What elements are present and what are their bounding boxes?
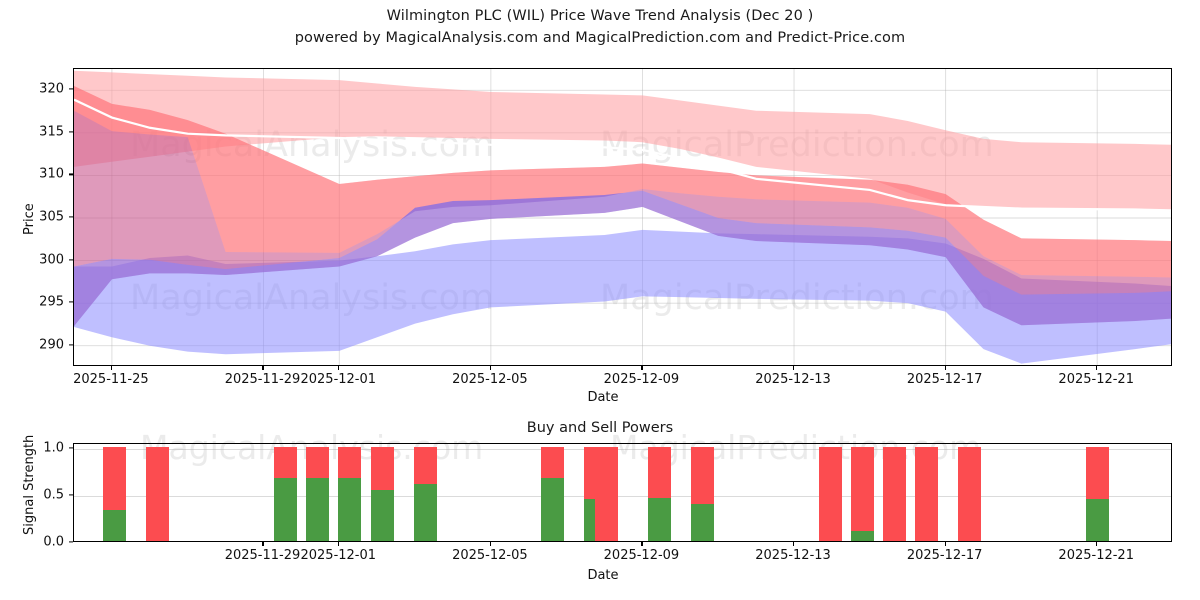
buy-power-bar[interactable] (850, 530, 874, 541)
signal-x-tick-mark (489, 542, 492, 546)
price-x-tick-label: 2025-12-21 (1058, 372, 1134, 387)
price-x-tick-label: 2025-11-25 (73, 372, 149, 387)
signal-x-tick-mark (338, 542, 340, 546)
band-bearish-wave-upper- (74, 190, 1171, 327)
signal-x-tick-label: 2025-12-17 (906, 548, 983, 563)
chart-title: Wilmington PLC (WIL) Price Wave Trend An… (386, 8, 814, 24)
sell-power-bar[interactable] (850, 446, 874, 531)
buy-power-bar[interactable] (273, 477, 297, 541)
buy-power-bar[interactable] (305, 477, 329, 541)
signal-x-tick-label: 2025-12-05 (452, 548, 528, 563)
sell-power-bar[interactable] (1085, 446, 1109, 499)
price-y-tick-label: 295 (39, 294, 64, 310)
signal-x-tick-label: 2025-12-09 (603, 548, 680, 563)
sell-power-bar[interactable] (957, 446, 981, 541)
sell-power-bar[interactable] (370, 446, 394, 491)
chart-subtitle: powered by MagicalAnalysis.com and Magic… (294, 30, 906, 46)
signal-x-tick-label: 2025-12-21 (1058, 548, 1134, 563)
signal-y-tick-mark (69, 494, 73, 496)
signal-y-tick-label: 0.5 (43, 487, 64, 503)
signal-y-axis-label: Signal Strength (22, 434, 37, 535)
buy-power-bar[interactable] (647, 497, 671, 541)
price-wave-bands (74, 69, 1171, 365)
price-y-tick-label: 310 (39, 166, 64, 182)
sell-power-bar[interactable] (914, 446, 938, 541)
price-x-tick-label: 2025-12-09 (603, 372, 680, 387)
buy-power-bar[interactable] (370, 490, 394, 541)
price-y-tick-mark (69, 88, 73, 90)
price-x-tick-label: 2025-12-05 (452, 372, 528, 387)
price-x-tick-mark (338, 366, 340, 370)
price-y-tick-mark (69, 301, 73, 303)
buy-power-bar[interactable] (102, 509, 126, 541)
price-y-tick-label: 315 (39, 124, 64, 140)
band-bullish-wave-lower- (74, 110, 1171, 295)
signal-x-tick-label: 2025-12-13 (755, 548, 831, 563)
price-x-tick-mark (110, 366, 113, 370)
signal-y-tick-mark (69, 541, 73, 543)
price-x-tick-mark (262, 366, 264, 370)
sell-power-bar[interactable] (305, 446, 329, 478)
sell-power-bar[interactable] (273, 446, 297, 478)
signal-x-tick-label: 2025-12-01 (300, 548, 377, 563)
sell-power-bar[interactable] (818, 446, 842, 541)
signal-x-tick-mark (793, 542, 795, 546)
price-chart-plot-area (73, 68, 1172, 366)
price-x-tick-label: 2025-11-29 (224, 372, 301, 387)
price-x-tick-mark (944, 366, 946, 370)
price-y-tick-mark (69, 173, 73, 176)
buy-power-bar[interactable] (413, 484, 437, 541)
sell-power-bar[interactable] (145, 446, 169, 541)
price-y-tick-label: 305 (39, 209, 64, 225)
price-y-tick-label: 300 (39, 252, 64, 268)
buy-sell-plot-area (73, 443, 1172, 542)
sell-power-bar[interactable] (102, 446, 126, 510)
price-y-axis-label: Price (22, 203, 37, 235)
signal-x-tick-mark (1096, 542, 1098, 546)
signal-x-axis-label: Date (587, 568, 619, 583)
price-y-tick-label: 320 (39, 81, 64, 97)
band-upper-resistance-band-top- (74, 70, 1171, 212)
signal-gridline-h (74, 448, 1171, 450)
band-bullish-wave-upper- (74, 86, 1171, 327)
price-x-tick-mark (1096, 366, 1098, 370)
price-x-tick-label: 2025-12-01 (300, 372, 377, 387)
mid-trend-line (74, 98, 1171, 212)
sell-power-bar[interactable] (690, 446, 714, 505)
band-bullish-wave-upper- (74, 86, 1171, 295)
price-x-tick-label: 2025-12-13 (755, 372, 831, 387)
sell-power-bar[interactable] (413, 446, 437, 485)
price-y-tick-label: 290 (39, 337, 64, 353)
price-y-tick-mark (69, 258, 73, 261)
band-bearish-wave-upper- (74, 190, 1171, 327)
signal-y-tick-label: 1.0 (43, 440, 64, 456)
sell-power-bar[interactable] (647, 446, 671, 498)
signal-gridline-h (74, 495, 1171, 497)
signal-x-tick-mark (641, 542, 643, 546)
price-x-tick-label: 2025-12-17 (906, 372, 983, 387)
signal-x-tick-label: 2025-11-29 (224, 548, 301, 563)
signal-x-tick-mark (944, 542, 946, 546)
buy-power-bar[interactable] (540, 477, 564, 541)
signal-y-tick-mark (69, 447, 73, 449)
sell-power-bar[interactable] (337, 446, 361, 478)
sell-power-bar[interactable] (594, 446, 618, 541)
signal-x-tick-mark (262, 542, 264, 546)
price-x-tick-mark (793, 366, 795, 370)
price-x-tick-mark (489, 366, 492, 370)
buy-power-bar[interactable] (690, 504, 714, 541)
price-x-axis-label: Date (587, 390, 619, 405)
price-x-tick-mark (641, 366, 643, 370)
sell-power-bar[interactable] (882, 446, 906, 541)
sell-power-bar[interactable] (540, 446, 564, 478)
price-y-tick-mark (69, 344, 73, 346)
price-y-tick-mark (69, 216, 73, 218)
buy-power-bar[interactable] (337, 477, 361, 541)
price-y-tick-mark (69, 131, 73, 133)
band-bullish-wave-upper- (74, 86, 1171, 278)
buy-sell-chart-title: Buy and Sell Powers (526, 420, 674, 436)
signal-y-tick-label: 0.0 (43, 534, 64, 550)
buy-power-bar[interactable] (1085, 498, 1109, 541)
